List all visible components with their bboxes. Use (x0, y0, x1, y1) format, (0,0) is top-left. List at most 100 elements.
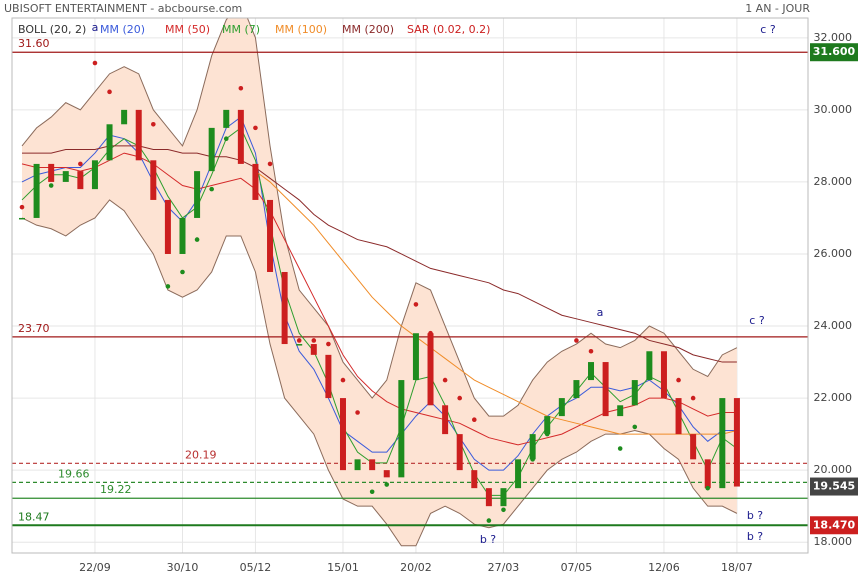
candle (48, 163, 55, 182)
candle (398, 380, 405, 478)
candle (544, 416, 551, 435)
sar-dot (92, 60, 98, 66)
candle (179, 217, 186, 254)
sar-dot (151, 121, 156, 127)
sar-dot (734, 457, 740, 462)
x-tick-label: 22/09 (79, 561, 111, 574)
sar-dot (720, 475, 725, 480)
candle (675, 398, 682, 435)
sar-dot (515, 482, 521, 487)
sar-dot (340, 377, 346, 383)
y-tick-label: 22.000 (814, 391, 853, 404)
x-tick-label: 30/10 (167, 561, 199, 574)
sar-dot (428, 330, 433, 336)
bollinger-edge (21, 199, 738, 547)
candle (383, 470, 390, 478)
sar-dot (486, 518, 492, 523)
bollinger-edge (21, 18, 738, 417)
annotation: c ? (749, 314, 765, 327)
candle (296, 344, 303, 346)
sar-dot (223, 136, 229, 141)
sar-dot (34, 194, 39, 199)
y-tick-label: 26.000 (814, 247, 853, 260)
legend-entry: MM (50) (165, 23, 210, 36)
sar-dot (399, 471, 404, 477)
sar-dot (574, 338, 579, 343)
candle (281, 271, 288, 345)
candle (456, 434, 463, 471)
x-tick-label: 27/03 (488, 561, 520, 574)
candle (325, 354, 332, 399)
candle (33, 163, 40, 218)
candle (412, 333, 419, 381)
price-badge (810, 477, 858, 496)
price-badge-label: 19.545 (813, 480, 855, 493)
sar-dot (267, 161, 273, 167)
legend-entry: MM (7) (222, 23, 260, 36)
sar-dot (121, 114, 127, 120)
legend-entry: SAR (0.02, 0.2) (407, 23, 490, 36)
sar-dot (705, 485, 711, 491)
plot-area (12, 18, 808, 553)
candle (339, 398, 346, 471)
sar-dot (369, 489, 375, 495)
sar-dot (530, 457, 535, 462)
candle (529, 434, 536, 460)
candle (471, 470, 478, 489)
sar-dot (19, 204, 25, 210)
sar-dot (136, 118, 142, 123)
price-badge-label: 31.600 (813, 45, 856, 58)
candle (150, 160, 157, 200)
candle (733, 398, 740, 487)
candle (602, 362, 609, 417)
candle (515, 459, 522, 489)
sar-dot (326, 341, 331, 347)
sar-dot (661, 363, 667, 368)
sar-dot (355, 410, 360, 415)
candle (588, 362, 595, 381)
sar-dot (180, 269, 185, 275)
sar-dot (253, 125, 258, 131)
sar-dot (194, 237, 200, 242)
candle (660, 351, 667, 399)
candle (194, 171, 201, 218)
x-tick-label: 05/12 (240, 561, 272, 574)
candle (427, 333, 434, 406)
sar-dot (690, 395, 696, 401)
annotation: a (597, 306, 604, 319)
price-badge (810, 516, 858, 535)
candle (237, 109, 244, 164)
price-badge-label: 18.470 (813, 518, 856, 531)
level-label: 18.47 (18, 510, 50, 523)
candle (690, 434, 697, 460)
legend-entry: BOLL (20, 2) (18, 23, 86, 36)
sar-dot (559, 402, 565, 408)
candle (252, 163, 259, 200)
candle (704, 459, 711, 489)
annotation: a (92, 21, 99, 34)
candle (135, 109, 142, 161)
candle (442, 405, 449, 435)
sar-dot (48, 183, 54, 188)
moving-average (255, 170, 738, 435)
sar-dot (603, 363, 608, 368)
annotation: b ? (747, 509, 763, 522)
sar-dot (413, 302, 419, 307)
candle (354, 459, 361, 471)
sar-dot (471, 417, 477, 423)
candle (485, 488, 492, 507)
candle (208, 127, 215, 172)
sar-dot (647, 352, 652, 358)
sar-dot (311, 338, 317, 343)
candle (631, 380, 638, 406)
period: 1 AN - JOUR (745, 2, 810, 15)
plot-frame (11, 17, 809, 554)
sar-dot (501, 507, 506, 513)
candle (310, 344, 317, 355)
sar-dot (238, 85, 244, 91)
level-label: 23.70 (18, 322, 50, 335)
sar-dot (209, 186, 214, 192)
level-label: 19.22 (100, 483, 132, 496)
candle (573, 380, 580, 399)
